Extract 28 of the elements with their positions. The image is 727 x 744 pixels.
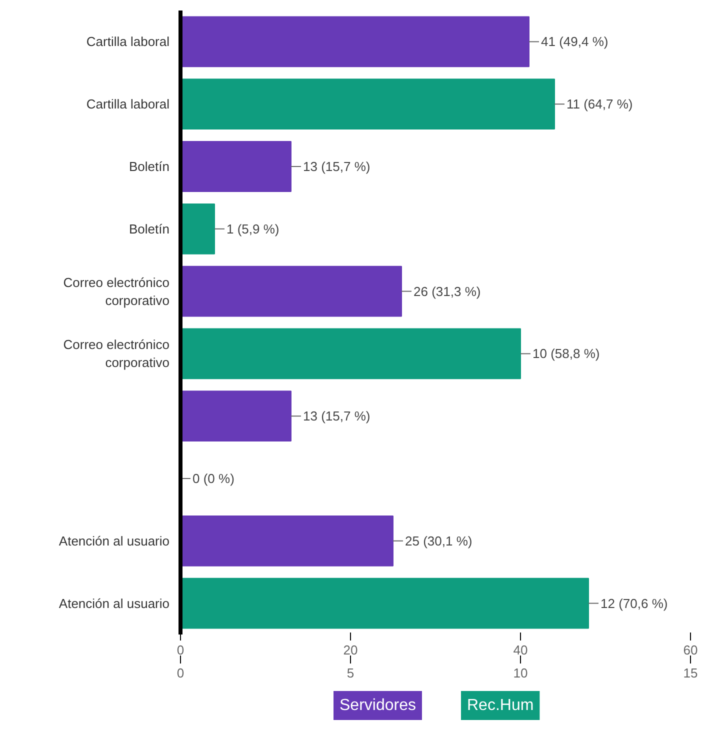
- data-label: 13 (15,7 %): [303, 159, 370, 174]
- x-tick-label: 60: [683, 642, 698, 658]
- x-tick-label: 0: [176, 642, 184, 658]
- y-tick-label: Cartilla laboral: [86, 34, 170, 50]
- x2-tick-label: 0: [176, 666, 184, 680]
- data-label: 12 (70,6 %): [600, 596, 668, 611]
- data-label: 10 (58,8 %): [532, 346, 600, 362]
- data-label: 1 (5,9 %): [226, 221, 280, 236]
- x2-tick-label: 5: [346, 666, 354, 680]
- data-label: 26 (31,3 %): [414, 284, 481, 299]
- y-tick-label: Correo electrónico corporativo: [63, 274, 170, 308]
- text: Rec.Hum: [467, 697, 534, 714]
- y-tick-label: Atención al usuario: [58, 533, 170, 548]
- x-tick-label: 20: [343, 642, 358, 658]
- y-tick-label: Boletín: [129, 221, 170, 236]
- y-tick-label: Correo electrónico corporativo: [63, 337, 170, 370]
- data-label: 0 (0 %): [192, 471, 234, 486]
- data-label: 25 (30,1 %): [405, 533, 472, 548]
- y-tick-label: Cartilla laboral: [86, 96, 170, 112]
- data-label: 41 (49,4 %): [541, 34, 608, 50]
- y-tick-label: Atención al usuario: [58, 596, 170, 611]
- data-label: 11 (64,7 %): [566, 96, 633, 112]
- x2-tick-label: 10: [513, 666, 528, 680]
- x2-tick-label: 15: [683, 666, 698, 680]
- data-label: 13 (15,7 %): [303, 408, 370, 424]
- text: Servidores: [340, 697, 416, 714]
- x-tick-label: 40: [513, 642, 528, 658]
- y-tick-label: Boletín: [129, 159, 170, 174]
